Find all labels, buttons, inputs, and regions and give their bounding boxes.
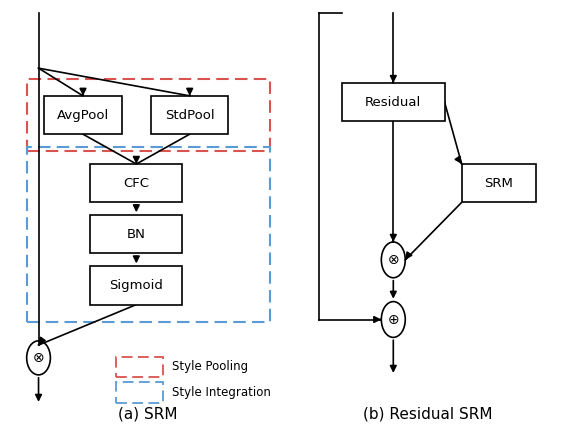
Text: SRM: SRM bbox=[484, 177, 513, 190]
Bar bbox=[342, 83, 445, 121]
Bar bbox=[91, 164, 182, 202]
Bar bbox=[27, 147, 270, 322]
Bar bbox=[462, 164, 536, 202]
Bar bbox=[27, 79, 270, 151]
Text: Sigmoid: Sigmoid bbox=[109, 279, 163, 292]
Text: Residual: Residual bbox=[365, 96, 421, 109]
Text: ⊕: ⊕ bbox=[388, 313, 399, 326]
Text: AvgPool: AvgPool bbox=[57, 109, 109, 121]
Bar bbox=[44, 96, 121, 134]
Text: Style Integration: Style Integration bbox=[172, 386, 271, 399]
Text: StdPool: StdPool bbox=[165, 109, 214, 121]
Bar bbox=[91, 266, 182, 305]
Text: (a) SRM: (a) SRM bbox=[119, 407, 178, 422]
Text: (b) Residual SRM: (b) Residual SRM bbox=[363, 407, 492, 422]
Text: ⊗: ⊗ bbox=[32, 351, 44, 365]
Bar bbox=[151, 96, 228, 134]
Bar bbox=[116, 357, 163, 377]
Text: CFC: CFC bbox=[123, 177, 149, 190]
Bar bbox=[91, 215, 182, 253]
Text: ⊗: ⊗ bbox=[388, 253, 399, 267]
Text: Style Pooling: Style Pooling bbox=[172, 360, 248, 373]
Text: BN: BN bbox=[127, 228, 146, 241]
Bar bbox=[116, 382, 163, 403]
